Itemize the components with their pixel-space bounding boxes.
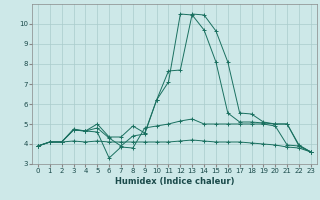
X-axis label: Humidex (Indice chaleur): Humidex (Indice chaleur) [115,177,234,186]
